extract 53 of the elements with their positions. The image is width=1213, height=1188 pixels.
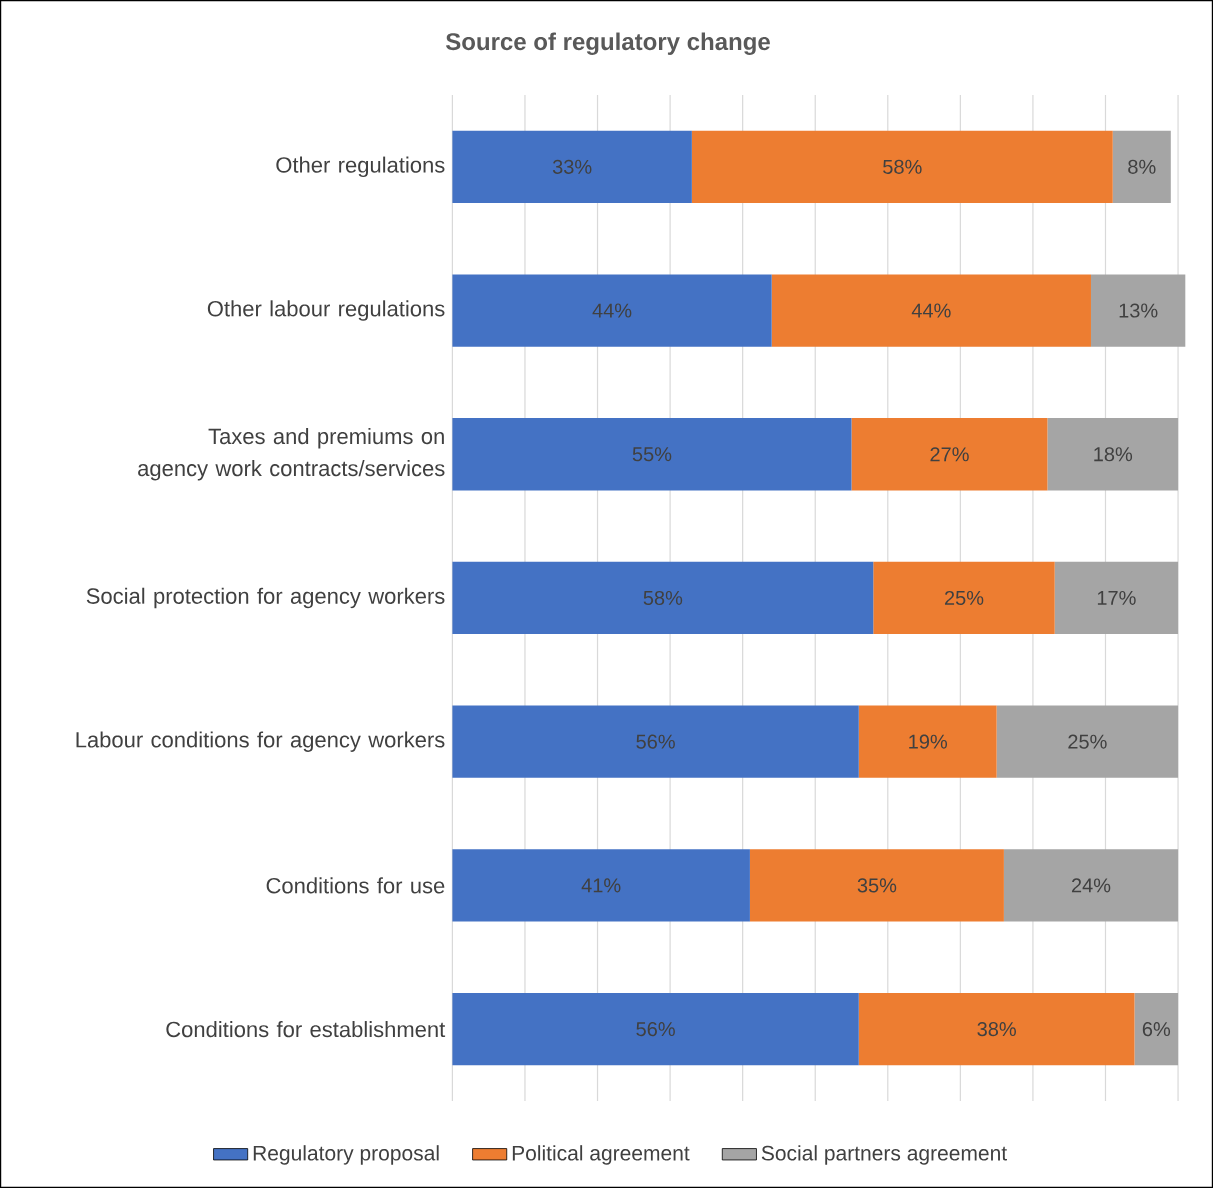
data-label: 44% [592, 303, 632, 318]
data-label: 58% [883, 159, 922, 174]
bar [452, 993, 859, 1066]
y-tick-label: Other labour regulations [207, 300, 445, 321]
bar [858, 993, 1135, 1066]
chart-title: Source of regulatory change [445, 32, 770, 56]
bar [771, 274, 1091, 347]
data-label: 35% [857, 878, 897, 893]
y-tick-label: Labour conditions for agency workers [76, 731, 445, 752]
bar [1112, 130, 1171, 204]
bar [851, 418, 1048, 491]
data-label: 25% [944, 590, 984, 606]
data-label: 13% [1119, 303, 1158, 318]
data-label: 33% [552, 159, 592, 174]
legend-label: Regulatory proposal [253, 1145, 439, 1165]
data-label: 6% [1142, 1022, 1171, 1037]
legend-label: Social partners agreement [761, 1145, 1007, 1165]
y-tick-label: Conditions for establishment [166, 1021, 446, 1038]
bar [749, 849, 1004, 922]
y-tick-label: Social protection for agency workers [86, 587, 445, 609]
data-label: 27% [930, 447, 969, 462]
data-label: 56% [636, 1022, 675, 1037]
y-tick-label: Conditions for use [266, 877, 445, 894]
data-label: 24% [1071, 878, 1111, 893]
bar [691, 130, 1113, 204]
bar [1054, 561, 1179, 635]
bar [452, 274, 772, 347]
bar [996, 705, 1179, 778]
bar [452, 705, 859, 778]
data-label: 25% [1068, 734, 1107, 749]
bar [1134, 993, 1179, 1066]
data-label: 17% [1097, 590, 1136, 606]
data-label: 55% [632, 447, 672, 462]
bar [1090, 274, 1186, 347]
data-label: 8% [1128, 159, 1156, 174]
y-tick-label: Taxes and premiums on agency work contracts/services [138, 428, 445, 481]
data-label: 56% [636, 734, 675, 749]
bar [1003, 849, 1179, 922]
bar [452, 849, 750, 922]
bar [452, 130, 692, 204]
bar [1047, 418, 1179, 491]
data-label: 18% [1094, 447, 1133, 462]
data-label: 19% [909, 734, 948, 749]
data-label: 38% [977, 1022, 1016, 1037]
data-label: 58% [643, 590, 683, 606]
y-tick-label: Other regulations [276, 156, 445, 178]
bar [858, 705, 997, 778]
legend-label: Political agreement [512, 1145, 690, 1165]
data-label: 41% [581, 878, 621, 893]
data-label: 44% [911, 303, 951, 318]
bar [452, 561, 874, 635]
bar [452, 418, 852, 491]
bar [873, 561, 1055, 635]
